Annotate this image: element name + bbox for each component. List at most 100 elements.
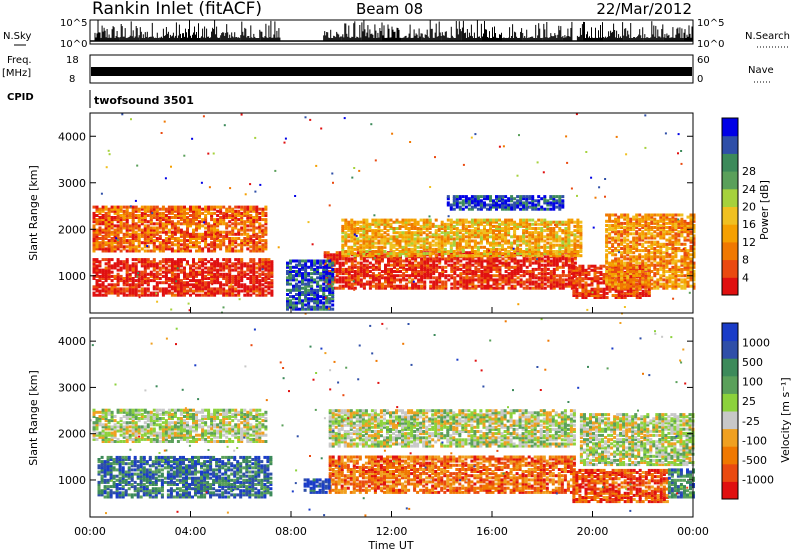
heatmap-cell <box>456 219 459 222</box>
heatmap-cell <box>198 294 201 297</box>
heatmap-cell <box>558 221 561 224</box>
heatmap-cell <box>363 283 366 286</box>
heatmap-cell <box>192 269 195 272</box>
heatmap-cell <box>423 252 426 255</box>
heatmap-cell <box>348 266 351 269</box>
heatmap-cell <box>423 219 426 222</box>
heatmap-cell <box>529 270 532 273</box>
heatmap-cell <box>447 278 450 281</box>
heatmap-cell <box>605 214 608 217</box>
heatmap-cell <box>513 240 516 243</box>
heatmap-cell <box>645 290 648 293</box>
heatmap-cell <box>249 294 252 297</box>
heatmap-cell <box>153 273 156 276</box>
heatmap-cell <box>177 227 180 230</box>
heatmap-cell <box>339 251 342 254</box>
heatmap-cell <box>138 224 141 227</box>
heatmap-cell <box>180 243 183 246</box>
heatmap-cell <box>108 287 111 290</box>
heatmap-cell <box>432 223 435 226</box>
heatmap-cell <box>111 216 114 219</box>
heatmap-cell <box>447 219 450 222</box>
heatmap-cell <box>444 248 447 251</box>
heatmap-cell <box>522 250 525 253</box>
heatmap-cell <box>159 241 162 244</box>
heatmap-cell <box>417 250 420 253</box>
heatmap-cell <box>234 250 237 253</box>
heatmap-cell <box>468 229 471 232</box>
heatmap-cell <box>387 252 390 255</box>
heatmap-cell <box>471 240 474 243</box>
heatmap-cell <box>572 279 575 282</box>
heatmap-cell <box>356 246 359 249</box>
heatmap-cell <box>414 231 417 234</box>
heatmap-cell <box>359 240 362 243</box>
heatmap-cell <box>411 219 414 222</box>
heatmap-cell <box>252 239 255 242</box>
heatmap-cell <box>99 227 102 230</box>
heatmap-cell <box>231 275 234 278</box>
heatmap-cell <box>342 276 345 279</box>
heatmap-cell <box>492 219 495 222</box>
heatmap-cell <box>96 264 99 267</box>
heatmap-cell <box>96 258 99 261</box>
heatmap-cell <box>246 224 249 227</box>
heatmap-cell <box>93 258 96 261</box>
heatmap-cell <box>417 227 420 230</box>
heatmap-cell <box>102 229 105 232</box>
heatmap-cell <box>432 276 435 279</box>
heatmap-cell <box>156 222 159 225</box>
heatmap-cell <box>255 294 258 297</box>
heatmap-cell <box>261 208 264 211</box>
heatmap-cell <box>435 229 438 232</box>
heatmap-cell <box>471 219 474 222</box>
heatmap-cell <box>261 277 264 280</box>
heatmap-cell <box>405 219 408 222</box>
heatmap-cell <box>258 222 261 225</box>
heatmap-cell <box>471 270 474 273</box>
heatmap-cell <box>210 224 213 227</box>
heatmap-cell <box>228 231 231 234</box>
heatmap-cell <box>614 253 617 256</box>
heatmap-cell <box>132 258 135 261</box>
heatmap-cell <box>573 254 576 257</box>
heatmap-cell <box>501 227 504 230</box>
heatmap-cell <box>366 281 369 284</box>
heatmap-cell <box>344 231 347 234</box>
heatmap-cell <box>237 222 240 225</box>
heatmap-cell <box>126 239 129 242</box>
heatmap-cell <box>192 258 195 261</box>
heatmap-cell <box>441 266 444 269</box>
heatmap-cell <box>180 229 183 232</box>
heatmap-cell <box>435 276 438 279</box>
heatmap-cell <box>608 262 611 265</box>
heatmap-cell <box>177 237 180 240</box>
heatmap-cell <box>565 278 568 281</box>
heatmap-cell <box>231 208 234 211</box>
heatmap-cell <box>480 219 483 222</box>
heatmap-cell <box>396 219 399 222</box>
heatmap-cell <box>611 237 614 240</box>
heatmap-cell <box>231 237 234 240</box>
heatmap-cell <box>562 255 565 258</box>
heatmap-cell <box>99 237 102 240</box>
heatmap-cell <box>441 235 444 238</box>
heatmap-cell <box>96 206 99 209</box>
heatmap-cell <box>216 218 219 221</box>
heatmap-cell <box>429 242 432 245</box>
heatmap-cell <box>462 276 465 279</box>
heatmap-cell <box>578 292 581 295</box>
heatmap-cell <box>347 246 350 249</box>
heatmap-cell <box>575 267 578 270</box>
heatmap-cell <box>168 206 171 209</box>
heatmap-cell <box>237 237 240 240</box>
heatmap-cell <box>486 219 489 222</box>
heatmap-cell <box>532 262 535 265</box>
heatmap-cell <box>483 225 486 228</box>
heatmap-cell <box>150 271 153 274</box>
heatmap-cell <box>264 212 267 215</box>
heatmap-cell <box>390 264 393 267</box>
heatmap-cell <box>189 214 192 217</box>
heatmap-cell <box>96 218 99 221</box>
